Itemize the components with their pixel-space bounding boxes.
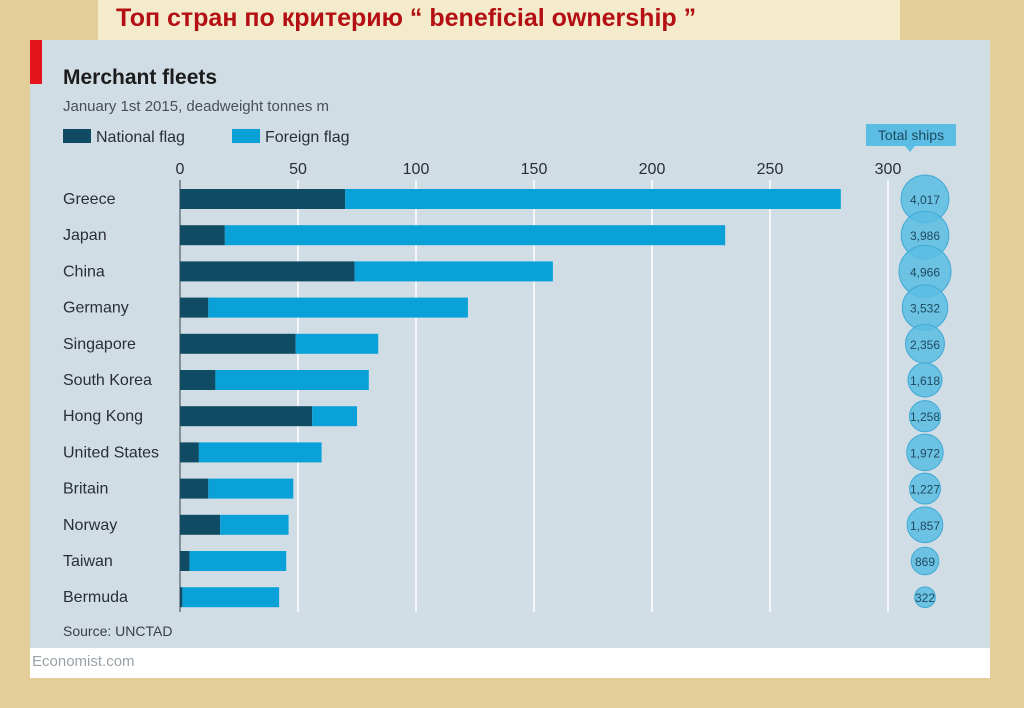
x-tick-label: 250 (757, 161, 784, 178)
bar-foreign (354, 261, 553, 282)
total-ships-bubble (906, 506, 944, 544)
bar-foreign (182, 587, 280, 608)
total-ships-bubble (914, 586, 936, 609)
bar-national (180, 333, 296, 354)
x-tick-label: 0 (176, 161, 185, 178)
x-tick-label: 300 (875, 161, 902, 178)
total-ships-value: 1,258 (910, 410, 940, 424)
footer-text: Economist.com (32, 653, 135, 670)
bar-national (180, 225, 225, 246)
category-label: Singapore (63, 336, 136, 353)
total-ships-value: 1,972 (910, 446, 940, 460)
bar-national (180, 442, 199, 463)
bar-national (180, 189, 346, 209)
total-ships-value: 1,618 (910, 374, 940, 388)
category-label: Bermuda (63, 589, 128, 606)
x-tick-label: 100 (403, 161, 430, 178)
legend-label-foreign: Foreign flag (265, 129, 350, 146)
category-label: Norway (63, 517, 117, 534)
slide-title: Топ стран по критерию “ beneficial owner… (116, 4, 697, 32)
x-tick-label: 200 (639, 161, 666, 178)
category-label: Britain (63, 481, 108, 498)
category-label: Taiwan (63, 553, 113, 570)
category-label: South Korea (63, 372, 152, 389)
bar-foreign (295, 333, 379, 354)
total-ships-value: 3,986 (910, 229, 940, 243)
economist-red-tag (30, 40, 42, 84)
chart-source: Source: UNCTAD (63, 623, 172, 639)
total-ships-bubble (910, 546, 940, 576)
x-tick-label: 50 (289, 161, 307, 178)
total-ships-bubble (907, 362, 943, 398)
total-ships-bubble (906, 433, 944, 472)
total-ships-value: 4,966 (910, 265, 940, 279)
total-ships-value: 1,227 (910, 483, 940, 497)
bar-foreign (345, 189, 841, 209)
category-label: United States (63, 444, 159, 461)
bar-national (180, 587, 183, 608)
total-ships-value: 4,017 (910, 193, 940, 207)
bar-national (180, 478, 209, 499)
legend-label-national: National flag (96, 129, 185, 146)
category-label: Greece (63, 191, 116, 208)
total-ships-value: 1,857 (910, 519, 940, 533)
total-ships-bubble (909, 472, 941, 505)
category-label: Germany (63, 300, 129, 317)
bar-foreign (189, 551, 287, 571)
chart-subtitle: January 1st 2015, deadweight tonnes m (63, 98, 329, 115)
bar-national (180, 551, 190, 571)
bar-foreign (208, 297, 468, 318)
category-label: Hong Kong (63, 408, 143, 425)
bar-national (180, 370, 216, 390)
total-ships-header-box (866, 124, 956, 146)
bar-foreign (312, 406, 357, 427)
bar-national (180, 514, 221, 535)
bar-foreign (220, 514, 289, 535)
bar-foreign (224, 225, 726, 246)
total-ships-value: 869 (915, 555, 935, 569)
bar-foreign (198, 442, 322, 463)
chart-panel (30, 40, 990, 678)
total-ships-bubble (908, 400, 942, 433)
bar-national (180, 297, 209, 318)
footer: Economist.com (30, 648, 990, 678)
total-ships-value: 322 (915, 591, 935, 605)
legend-swatch-foreign (232, 129, 260, 143)
slide-title-banner: Топ стран по критерию “ beneficial owner… (98, 0, 900, 40)
total-ships-header: Total ships (878, 127, 944, 143)
total-ships-header-pointer (905, 146, 915, 152)
category-label: China (63, 263, 105, 280)
x-tick-label: 150 (521, 161, 548, 178)
bar-national (180, 261, 355, 282)
total-ships-value: 3,532 (910, 302, 940, 316)
bar-national (180, 406, 313, 427)
bar-foreign (208, 478, 294, 499)
category-label: Japan (63, 227, 107, 244)
legend-swatch-national (63, 129, 91, 143)
total-ships-value: 2,356 (910, 338, 940, 352)
bar-foreign (215, 370, 369, 390)
chart-title: Merchant fleets (63, 66, 217, 89)
